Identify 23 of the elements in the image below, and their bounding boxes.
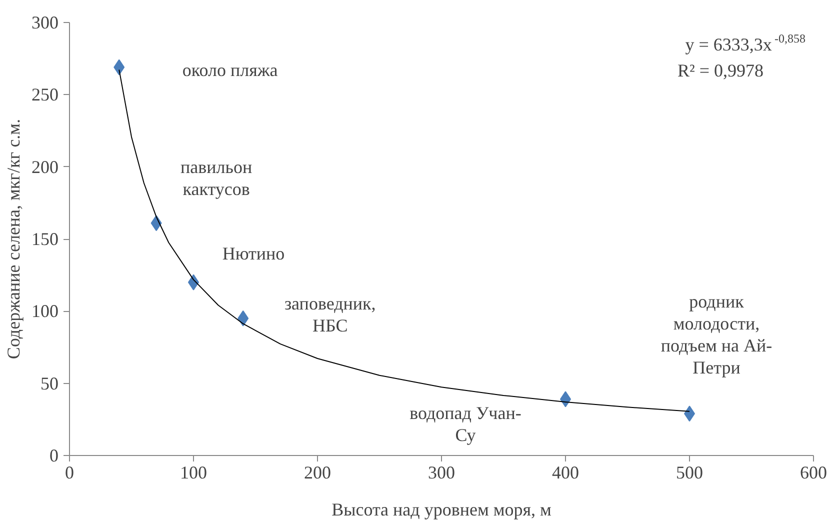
x-tick-label: 500 bbox=[676, 462, 703, 482]
y-tick-label: 150 bbox=[32, 229, 58, 249]
annotation: водопад Учан- Су bbox=[410, 403, 522, 446]
y-tick-label: 100 bbox=[32, 301, 58, 322]
y-tick-label: 50 bbox=[40, 373, 58, 394]
annotation: родник молодости, подъем на Ай- Петри bbox=[660, 292, 772, 378]
annotation: R² = 0,9978 bbox=[677, 60, 764, 80]
x-tick-label: 300 bbox=[428, 462, 455, 482]
annotation: заповедник, НБС bbox=[284, 293, 376, 336]
x-axis-title: Высота над уровнем моря, м bbox=[332, 500, 552, 520]
x-tick-label: 200 bbox=[304, 462, 331, 482]
annotation: павильон кактусов bbox=[180, 157, 252, 200]
annotation: около пляжа bbox=[182, 60, 278, 80]
y-tick-label: 300 bbox=[32, 12, 58, 32]
annotation: Нютино bbox=[222, 243, 285, 264]
x-tick-label: 100 bbox=[180, 462, 207, 482]
x-tick-label: 600 bbox=[800, 462, 827, 482]
x-tick-label: 400 bbox=[552, 462, 579, 482]
y-tick-label: 250 bbox=[32, 84, 58, 105]
y-axis-title: Содержание селена, мкг/кг с.м. bbox=[4, 118, 24, 360]
x-tick-label: 0 bbox=[65, 462, 74, 482]
y-tick-label: 200 bbox=[32, 156, 58, 177]
y-tick-label: 0 bbox=[50, 446, 58, 466]
